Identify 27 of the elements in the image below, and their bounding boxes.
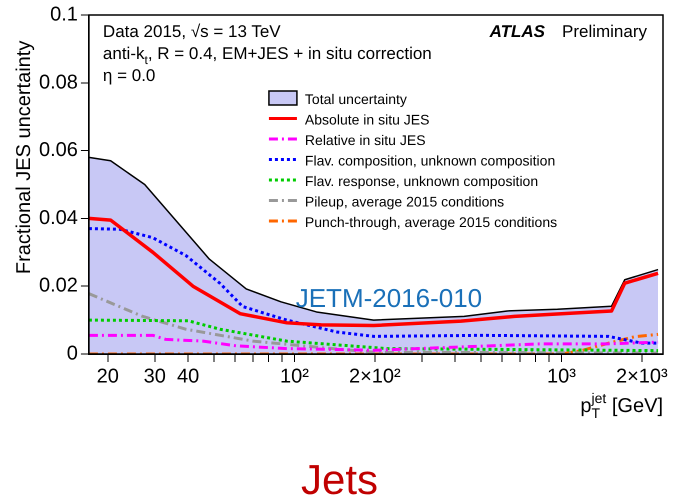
y-axis-title: Fractional JES uncertainty (13, 40, 35, 274)
y-tick-label: 0.08 (38, 71, 78, 94)
x-tick-label: 2×10² (348, 366, 402, 388)
legend-label: Relative in situ JES (304, 132, 426, 148)
y-tick-label: 0.02 (38, 274, 78, 297)
legend-label: Absolute in situ JES (304, 112, 430, 128)
x-tick-label: 20 (96, 366, 119, 388)
legend-label: Pileup, average 2015 conditions (304, 194, 504, 210)
x-tick-label: 30 (144, 366, 166, 388)
annotation: Preliminary (562, 22, 648, 41)
annotation: ATLAS (488, 22, 546, 41)
y-tick-label: 0.06 (38, 139, 78, 162)
y-tick-label: 0.1 (50, 4, 78, 26)
x-tick-label: 10² (280, 366, 310, 388)
annotation: η = 0.0 (102, 66, 156, 85)
legend-label: Punch-through, average 2015 conditions (304, 214, 558, 230)
annotation: JETM-2016-010 (296, 283, 482, 313)
x-tick-label: 40 (177, 366, 200, 388)
legend-label: Flav. response, unknown composition (304, 173, 538, 189)
legend-label: Total uncertainty (304, 91, 407, 107)
x-tick-label: 10³ (547, 366, 576, 388)
y-tick-label: 0.04 (38, 206, 78, 229)
y-tick-label: 0 (66, 342, 78, 365)
text: Jets (300, 456, 378, 502)
x-tick-label: 2×10³ (616, 366, 668, 388)
annotation: Data 2015, √s = 13 TeV (102, 22, 282, 41)
legend-label: Flav. composition, unknown composition (304, 152, 556, 168)
